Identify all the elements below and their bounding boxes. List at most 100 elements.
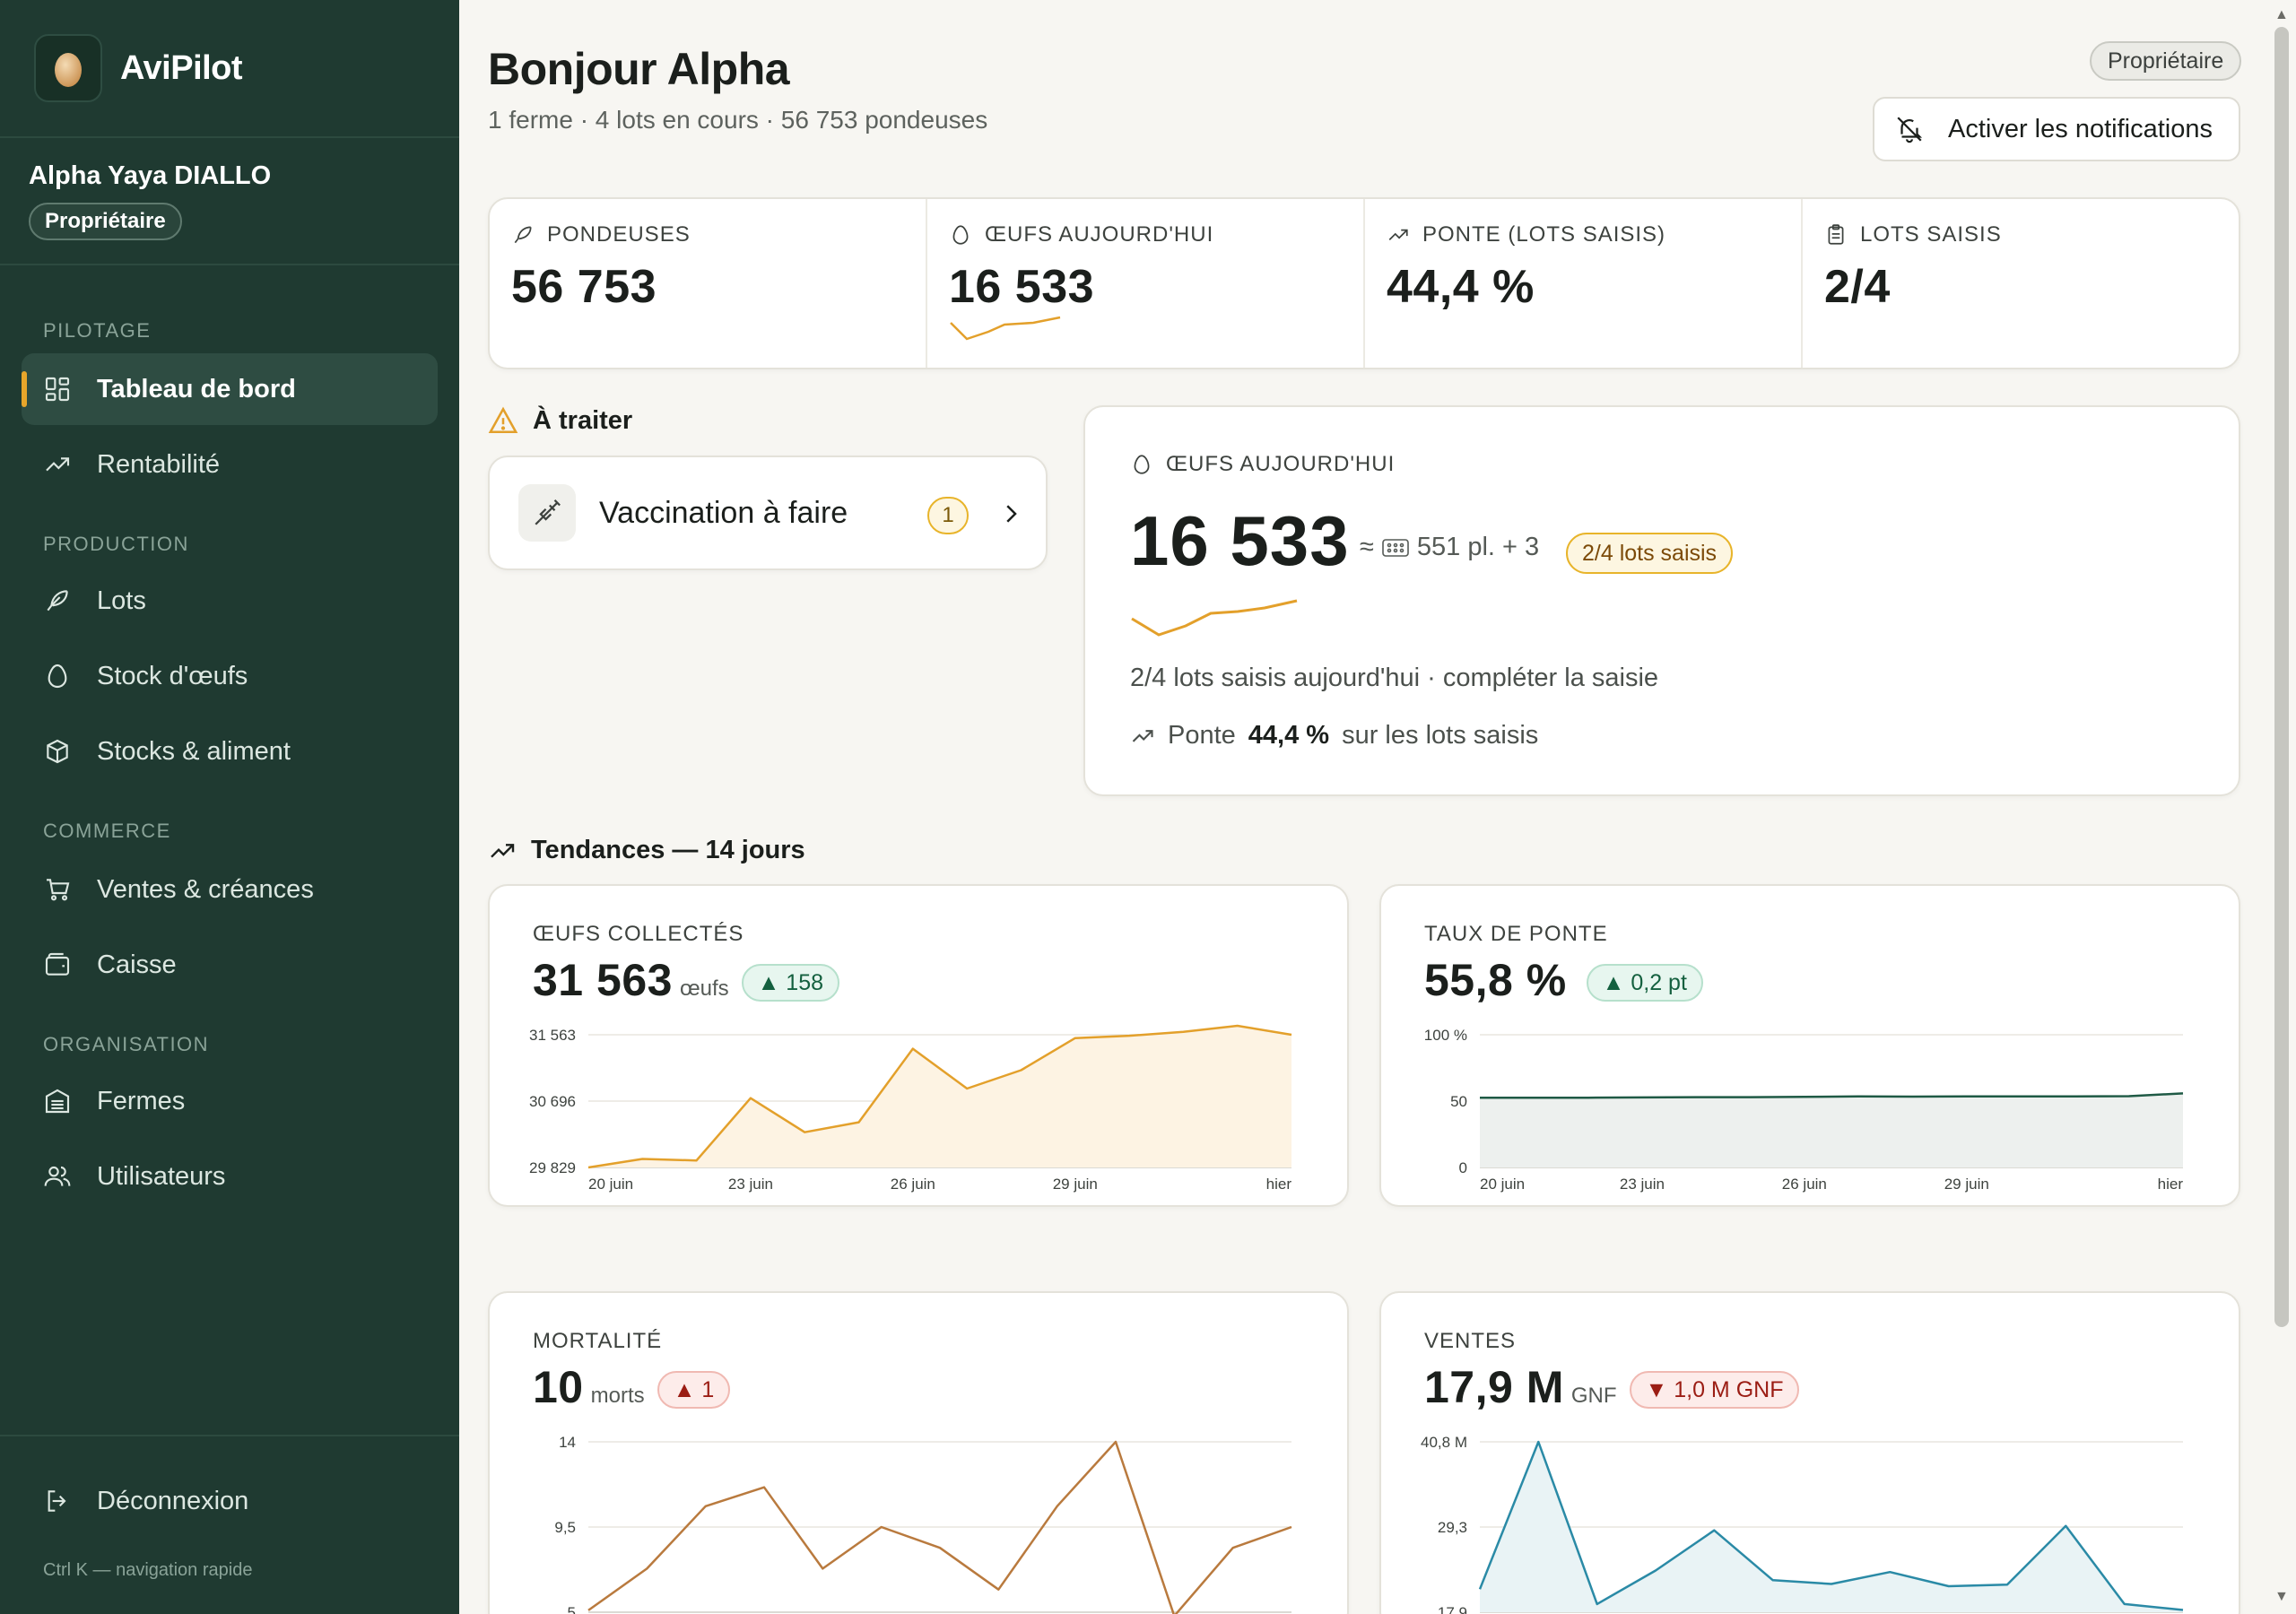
sidebar-item-stocks-aliment[interactable]: Stocks & aliment — [22, 716, 438, 787]
chart-card-mortalite: MORTALITÉ 10 morts ▲ 1 14 9,5 5 — [488, 1291, 1349, 1614]
sidebar-item-rentabilite[interactable]: Rentabilité — [22, 429, 438, 500]
sidebar-item-label: Stocks & aliment — [97, 736, 291, 766]
user-name: Alpha Yaya DIALLO — [29, 161, 272, 190]
syringe-icon — [518, 484, 576, 542]
kpi-value: 56 753 — [511, 261, 657, 313]
trend-icon — [43, 450, 72, 479]
chart-card-ponte: TAUX DE PONTE 55,8 % ▲ 0,2 pt 100 % 50 0 20… — [1379, 884, 2240, 1207]
y-tick-label: 29,3 — [1438, 1519, 1467, 1536]
delta-badge: ▼ 1,0 M GNF — [1629, 1371, 1800, 1409]
chevron-right-icon — [1006, 505, 1017, 523]
chart-title: ŒUFS COLLECTÉS — [533, 922, 744, 946]
sidebar-item-label: Rentabilité — [97, 449, 221, 479]
y-tick-label: 100 % — [1424, 1027, 1467, 1044]
divider — [0, 1435, 459, 1436]
sidebar-item-label: Lots — [97, 586, 146, 615]
todo-item-label: Vaccination à faire — [599, 495, 848, 530]
x-tick-label: 20 juin — [1480, 1176, 1525, 1193]
cart-icon — [43, 875, 72, 904]
sidebar-item-lots[interactable]: Lots — [22, 565, 438, 637]
kpi-label: ŒUFS AUJOURD'HUI — [985, 222, 1214, 247]
eggs-approx: ≈ 551 pl. + 3 — [1360, 533, 1539, 562]
chart-unit: GNF — [1570, 1384, 1617, 1408]
y-tick-label: 29 829 — [529, 1159, 576, 1176]
y-tick-label: 9,5 — [554, 1519, 576, 1536]
chart-title: MORTALITÉ — [533, 1329, 663, 1353]
chart-unit: morts — [590, 1384, 645, 1408]
kpi-value: 2/4 — [1824, 261, 1891, 313]
app-name: AviPilot — [120, 48, 243, 87]
ponte-chart: 100 % 50 0 20 juin 23 juin 26 juin 29 juin hier — [1424, 1027, 2184, 1193]
sidebar-item-tableau-de-bord[interactable]: Tableau de bord — [22, 353, 438, 425]
eggs-status-line: 2/4 lots saisis aujourd'hui · compléter … — [1130, 664, 1659, 692]
divider — [0, 136, 459, 138]
y-tick-label: 50 — [1450, 1093, 1467, 1110]
series-line — [1479, 1092, 2184, 1099]
trend-icon — [491, 843, 515, 858]
eggs-today-label: ŒUFS AUJOURD'HUI — [1166, 452, 1396, 476]
x-tick-label: 23 juin — [728, 1176, 773, 1193]
kpi-value: 16 533 — [949, 261, 1095, 313]
ponte-line: Ponte 44,4 % sur les lots saisis — [1130, 721, 1538, 751]
delta-badge: ▲ 0,2 pt — [1586, 964, 1703, 1002]
trends-section-title: Tendances — 14 jours — [488, 836, 805, 865]
sidebar-item-fermes[interactable]: Fermes — [22, 1065, 438, 1137]
logout-label: Déconnexion — [97, 1486, 249, 1515]
bell-off-icon — [1897, 117, 1923, 143]
x-tick-label: 26 juin — [1782, 1176, 1827, 1193]
series-line — [587, 1024, 1292, 1169]
kpi-lots-saisis: LOTS SAISIS 2/4 — [1803, 199, 2239, 368]
sidebar-item-ventes-creances[interactable]: Ventes & créances — [22, 854, 438, 925]
sidebar-item-caisse[interactable]: Caisse — [22, 929, 438, 1001]
egg-logo-icon — [34, 34, 102, 102]
egg-icon — [1134, 455, 1150, 474]
divider — [0, 264, 459, 265]
wallet-icon — [43, 950, 72, 979]
x-tick-label: 26 juin — [891, 1176, 935, 1193]
y-tick-label: 31 563 — [529, 1027, 576, 1044]
sidebar-item-label: Caisse — [97, 950, 177, 979]
section-label-production: PRODUCTION — [43, 533, 189, 555]
notif-button-label: Activer les notifications — [1948, 114, 2213, 143]
logout-button[interactable]: Déconnexion — [22, 1465, 438, 1537]
y-tick-label: 30 696 — [529, 1093, 576, 1110]
egg-icon — [952, 225, 969, 245]
x-tick-label: 29 juin — [1053, 1176, 1098, 1193]
sidebar-item-utilisateurs[interactable]: Utilisateurs — [22, 1141, 438, 1212]
kpi-ponte: PONTE (LOTS SAISIS) 44,4 % — [1365, 199, 1803, 368]
scrollbar-thumb[interactable] — [2274, 27, 2289, 1327]
x-tick-label: 20 juin — [588, 1176, 633, 1193]
todo-item-vaccination[interactable]: Vaccination à faire 1 — [488, 456, 1048, 570]
enable-notifications-button[interactable]: Activer les notifications — [1873, 97, 2240, 161]
chart-title: TAUX DE PONTE — [1424, 922, 1608, 946]
series-area — [1480, 1093, 2183, 1167]
y-tick-label: 5 — [568, 1604, 576, 1614]
box-icon — [43, 737, 72, 766]
scroll-down-arrow[interactable]: ▼ — [2274, 1589, 2289, 1604]
series-area — [588, 1026, 1292, 1167]
kpi-label: PONDEUSES — [547, 222, 691, 247]
chart-unit: œufs — [679, 976, 729, 1001]
sidebar-item-stock-oeufs[interactable]: Stock d'œufs — [22, 640, 438, 712]
x-tick-label: 23 juin — [1620, 1176, 1665, 1193]
chart-card-ventes: VENTES 17,9 M GNF ▼ 1,0 M GNF 40,8 M 29,3… — [1379, 1291, 2240, 1614]
delta-badge: ▲ 1 — [657, 1371, 731, 1409]
y-tick-label: 14 — [559, 1434, 576, 1451]
section-label-commerce: COMMERCE — [43, 820, 171, 842]
mortality-chart: 149,55 — [554, 1434, 1292, 1614]
y-tick-label: 0 — [1459, 1159, 1467, 1176]
lots-saisis-badge: 2/4 lots saisis — [1566, 533, 1734, 574]
role-badge: Propriétaire — [2090, 41, 2242, 81]
clipboard-icon — [1828, 224, 1844, 245]
trend-icon — [1132, 729, 1153, 742]
sidebar: AviPilot Alpha Yaya DIALLO Propriétaire … — [0, 0, 459, 1614]
series-area — [1480, 1442, 2183, 1612]
section-label-organisation: ORGANISATION — [43, 1033, 210, 1055]
x-tick-label: hier — [1266, 1176, 1292, 1193]
brand[interactable]: AviPilot — [34, 34, 243, 102]
kpi-strip: PONDEUSES 56 753 ŒUFS AUJOURD'HUI 16 533… — [488, 197, 2240, 369]
scroll-up-arrow[interactable]: ▲ — [2274, 7, 2289, 22]
sidebar-item-label: Ventes & créances — [97, 874, 314, 904]
tray-icon — [1382, 538, 1409, 557]
sales-chart: 40,8 M 29,3 17,9 — [1421, 1434, 2184, 1614]
